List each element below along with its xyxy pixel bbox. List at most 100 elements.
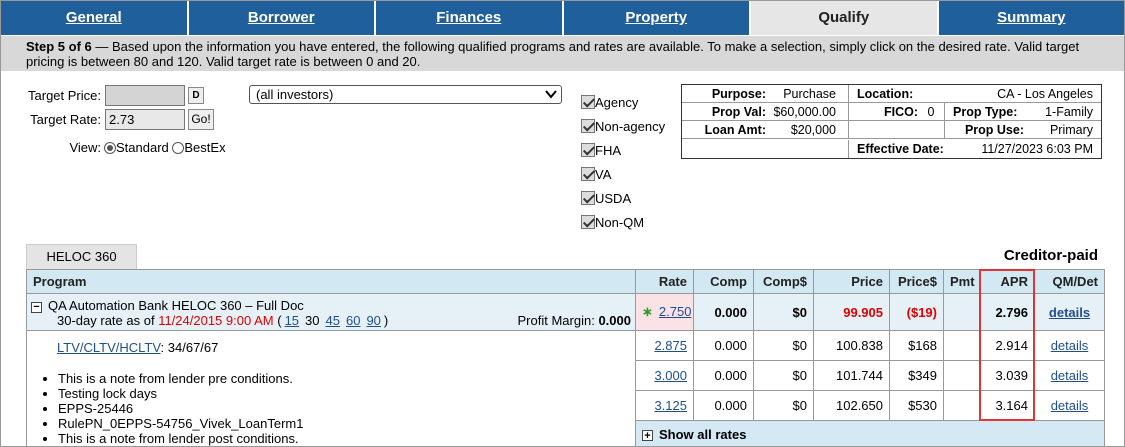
view-label: View: [69, 140, 101, 155]
info-value: Purchase [783, 87, 836, 101]
cell: ($19) [889, 293, 944, 331]
column-header: Comp$ [753, 269, 814, 294]
checkbox[interactable] [581, 95, 595, 109]
tab[interactable]: Property [563, 1, 749, 35]
info-row: Loan Amt: $20,000 Prop Use: Primary [682, 121, 1101, 139]
lock-day[interactable]: 45 [325, 313, 340, 328]
tab[interactable]: Borrower [188, 1, 374, 35]
ltv-value: : 34/67/67 [160, 340, 219, 355]
step-banner: Step 5 of 6 — Based upon the information… [1, 36, 1124, 71]
filter-checkbox[interactable]: USDA [581, 191, 631, 207]
rate-cell: 3.125 [635, 390, 694, 421]
radio[interactable] [104, 142, 116, 154]
checkbox[interactable] [581, 191, 595, 205]
checkbox[interactable] [581, 143, 595, 157]
profit-margin: Profit Margin: 0.000 [518, 313, 631, 328]
details-link[interactable]: details [1048, 304, 1091, 320]
info-value: 1-Family [1045, 105, 1093, 119]
tab[interactable]: Summary [938, 1, 1124, 35]
column-header: QM/Det [1034, 269, 1105, 294]
lock-day[interactable]: 90 [366, 313, 381, 328]
product-tab[interactable]: HELOC 360 [26, 244, 137, 269]
cell: 2.914 [979, 330, 1035, 361]
selected-star: ∗ [642, 304, 653, 319]
cell: 0.000 [693, 293, 754, 331]
tab[interactable]: General [1, 1, 187, 35]
filter-checkbox[interactable]: Non-agency [581, 119, 665, 135]
select-value: (all investors) [256, 87, 334, 102]
rate-link[interactable]: 3.125 [654, 398, 687, 413]
checkbox[interactable] [581, 167, 595, 181]
note: This is a note from lender pre condition… [58, 371, 303, 386]
info-row: Prop Val: $60,000.00 FICO: 0 Prop Type: … [682, 103, 1101, 121]
cell: 2.796 [979, 293, 1035, 331]
rate-link[interactable]: 2.875 [654, 338, 687, 353]
column-header: APR [979, 269, 1035, 294]
cell: 0.000 [693, 360, 754, 391]
step-label: Step 5 of 6 [26, 39, 92, 54]
cell [943, 390, 980, 421]
info-value: CA - Los Angeles [997, 87, 1093, 101]
view-option[interactable]: Standard [116, 140, 169, 155]
collapse-button[interactable]: − [31, 302, 42, 313]
investor-select[interactable]: (all investors) [249, 85, 562, 104]
rate-as-of: 30-day rate as of 11/24/2015 9:00 AM 15 3… [57, 313, 388, 328]
filter-checkbox[interactable]: VA [581, 167, 611, 183]
expand-button[interactable]: + [642, 430, 653, 442]
ltv-label[interactable]: LTV/CLTV/HCLTV [57, 340, 161, 355]
rate-date: 11/24/2015 9:00 AM [158, 313, 274, 328]
target-price-input[interactable] [105, 85, 185, 106]
info-label: FICO: [848, 103, 918, 121]
filter-checkbox[interactable]: Agency [581, 95, 638, 111]
program-name: QA Automation Bank HELOC 360 – Full Doc [48, 298, 304, 313]
tab[interactable]: Finances [376, 1, 562, 35]
tab[interactable]: Qualify [751, 1, 937, 35]
info-value: $60,000.00 [773, 105, 836, 119]
note: RulePN_0EPPS-54756_Vivek_LoanTerm1 [58, 416, 303, 431]
rate-link[interactable]: 3.000 [654, 368, 687, 383]
chevron [545, 90, 557, 99]
program-line: − QA Automation Bank HELOC 360 – Full Doc [31, 298, 304, 313]
notes: This is a note from lender pre condition… [27, 371, 303, 446]
lock-days: 15 30 45 60 90 [277, 313, 388, 328]
radio[interactable] [172, 142, 185, 154]
rate-cell: 2.875 [635, 330, 694, 361]
d-button[interactable]: D [188, 87, 204, 104]
rates-table: Program Rate Comp Comp$ Price Price$ Pmt APR QM/… [26, 269, 1105, 446]
note: EPPS-25446 [58, 401, 303, 416]
tab-bar: General Borrower Finances Property Qualify Su… [1, 1, 1124, 35]
cell: 0.000 [693, 390, 754, 421]
ltv: LTV/CLTV/HCLTV: 34/67/67 [57, 340, 218, 355]
info-label: Loan Amt: [704, 123, 766, 137]
info-gap [848, 121, 944, 139]
filter-label: FHA [595, 143, 621, 158]
cell: 0.000 [693, 330, 754, 361]
rate-link[interactable]: 2.750 [658, 304, 692, 319]
filter-checkbox[interactable]: FHA [581, 143, 621, 159]
cell: 100.838 [813, 330, 890, 361]
lock-day[interactable]: 60 [345, 313, 361, 328]
show-all-cell[interactable]: + Show all rates [635, 420, 1105, 446]
cell: $0 [753, 360, 814, 391]
go-button[interactable]: Go! [188, 109, 214, 130]
cell: $168 [889, 330, 944, 361]
details-link[interactable]: details [1050, 338, 1089, 353]
rate-row: LTV/CLTV/HCLTV: 34/67/67 This is a note f… [26, 330, 1105, 446]
info-label: Prop Type: [944, 103, 1017, 121]
filter-label: Non-agency [595, 119, 666, 134]
loan-info: Purpose: Purchase Location: CA - Los Ang… [681, 84, 1102, 159]
cell: 102.650 [813, 390, 890, 421]
details-link[interactable]: details [1050, 398, 1089, 413]
filter-checkbox[interactable]: Non-QM [581, 215, 644, 231]
checkbox[interactable] [581, 119, 595, 133]
target-rate-input[interactable]: 2.73 [105, 109, 185, 130]
info-label: Location: [848, 85, 948, 103]
filter-label: Non-QM [595, 215, 645, 230]
lock-day[interactable]: 30 [305, 313, 320, 328]
checkbox[interactable] [581, 215, 595, 229]
show-all-label[interactable]: Show all rates [659, 427, 747, 442]
view-option[interactable]: BestEx [184, 140, 226, 155]
lock-day[interactable]: 15 [284, 313, 300, 328]
cell: $349 [889, 360, 944, 391]
details-link[interactable]: details [1050, 368, 1089, 383]
